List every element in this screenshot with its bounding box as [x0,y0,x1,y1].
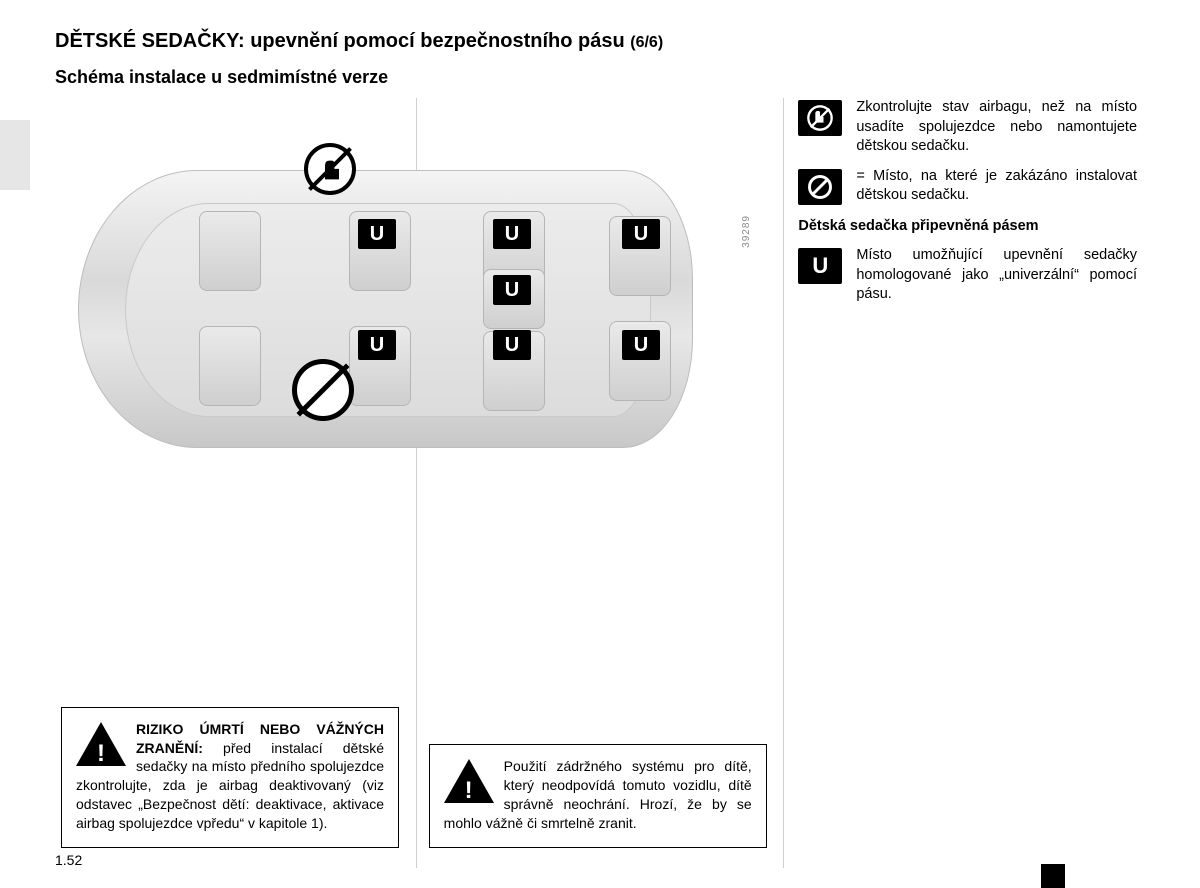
airbag-prohibit-icon [798,100,842,136]
u-letter: U [812,251,828,281]
column-separator-2 [783,98,784,868]
prohibit-legend-icon [798,169,842,205]
legend-prohibit: = Místo, na které je zakázáno instalovat… [798,167,1137,207]
legend-u-text: Místo umožňující upevnění sedačky homolo… [856,247,1137,302]
page-title: DĚTSKÉ SEDAČKY: upevnění pomocí bezpečno… [55,30,1145,53]
corner-mark [1041,864,1065,888]
subtitle: Schéma instalace u sedmimístné verze [55,67,1145,88]
legend-u: U Místo umožňující upevnění sedačky homo… [798,246,1137,305]
warning-triangle-icon [76,722,126,766]
legend-section-heading: Dětská sedačka připevněná pásem [798,217,1137,237]
warning-box-1: RIZIKO ÚMRTÍ NEBO VÁŽNÝCH ZRANĚNÍ: před … [61,707,399,848]
column-3: Zkontrolujte stav airbagu, než na místo … [790,98,1145,868]
title-main: DĚTSKÉ SEDAČKY: upevnění pomocí bezpečno… [55,30,625,52]
title-suffix: (6/6) [630,34,663,51]
column-layout: RIZIKO ÚMRTÍ NEBO VÁŽNÝCH ZRANĚNÍ: před … [55,98,1145,868]
u-legend-icon: U [798,248,842,284]
warning-triangle-icon [444,759,494,803]
page-number: 1.52 [55,852,82,868]
legend-airbag: Zkontrolujte stav airbagu, než na místo … [798,98,1137,157]
column-1: RIZIKO ÚMRTÍ NEBO VÁŽNÝCH ZRANĚNÍ: před … [55,98,410,868]
column-2: Použití zádržného systému pro dítě, kter… [423,98,778,868]
legend-prohibit-text: = Místo, na které je zakázáno instalovat… [856,168,1137,204]
legend-airbag-text: Zkontrolujte stav airbagu, než na místo … [856,99,1137,154]
manual-page: DĚTSKÉ SEDAČKY: upevnění pomocí bezpečno… [0,0,1200,888]
warning-box-2: Použití zádržného systému pro dítě, kter… [429,744,767,848]
